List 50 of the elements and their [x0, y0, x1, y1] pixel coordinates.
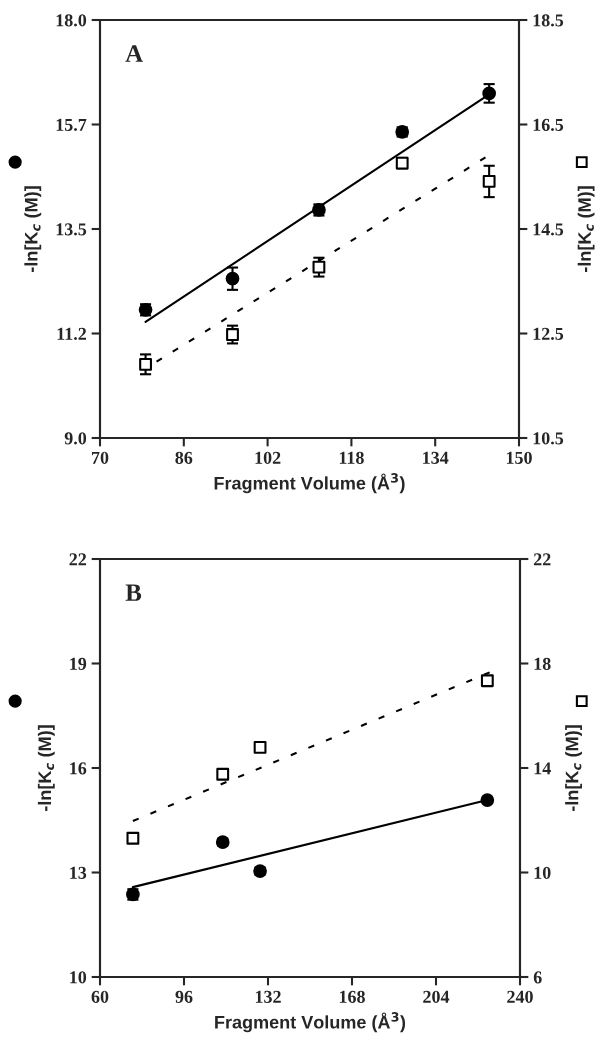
point: [139, 357, 152, 371]
y-tick-label: 13.5: [56, 223, 87, 236]
y2-axis-title: -ln[K$_{c}$ (M)]: [565, 725, 582, 811]
text: A: [125, 45, 144, 62]
x-tick-label: 86: [175, 451, 193, 464]
x-tick-label: 150: [506, 451, 532, 464]
x-tick-label: 204: [423, 990, 450, 1003]
y-tick-label: 13: [70, 866, 87, 879]
x-tick-label: 60: [91, 990, 109, 1003]
y-axis-title: -ln[K$_{c}$ (M)]: [37, 725, 55, 811]
y-tick-label: 15.7: [56, 118, 87, 132]
y2-tick-label: 14.5: [533, 223, 564, 236]
x-tick-label: 168: [339, 990, 365, 1003]
x-tick-label: 240: [507, 990, 533, 1003]
y2-tick-label: 18: [534, 657, 551, 670]
x-tick-label: 102: [255, 451, 281, 464]
y-tick-label: 22: [69, 553, 87, 566]
x-tick-label: 70: [92, 451, 109, 464]
y2-tick-label: 10: [534, 866, 551, 879]
y-tick-label: 18.0: [56, 14, 87, 27]
y2-tick-label: 16.5: [533, 118, 564, 132]
point: [480, 674, 494, 688]
text: B: [125, 584, 142, 601]
y2-tick-label: 14: [534, 762, 551, 775]
point: [226, 328, 239, 341]
point: [216, 767, 230, 781]
x-tick-label: 96: [175, 990, 193, 1003]
y2-tick-label: 6: [533, 971, 542, 984]
x-axis-title: Fragment Volume (Å$^{3}$): [215, 1012, 406, 1033]
point: [225, 271, 240, 286]
point: [480, 793, 495, 807]
y2-axis-title: -ln[K$_{c}$ (M)]: [577, 186, 595, 272]
point: [312, 260, 326, 274]
x-tick-label: 134: [423, 451, 449, 464]
y-tick-label: 9.0: [64, 432, 87, 445]
point: [253, 740, 267, 754]
x-tick-label: 118: [339, 451, 364, 464]
point: [482, 175, 496, 188]
y-axis-title: -ln[K$_{c}$ (M)]: [24, 186, 42, 272]
y-tick-label: 19: [70, 657, 87, 670]
y2-tick-label: 18.5: [533, 14, 564, 27]
y2-tick-label: 12.5: [533, 327, 564, 341]
point: [126, 831, 140, 845]
y2-tick-label: 10.5: [533, 432, 564, 445]
y-tick-label: 16: [70, 762, 87, 775]
x-tick-label: 132: [255, 990, 281, 1003]
y-tick-label: 10: [70, 971, 87, 984]
y2-tick-label: 22: [533, 553, 551, 566]
y-tick-label: 11.2: [57, 327, 87, 341]
x-axis-title: Fragment Volume (Å$^{3}$): [214, 473, 405, 494]
